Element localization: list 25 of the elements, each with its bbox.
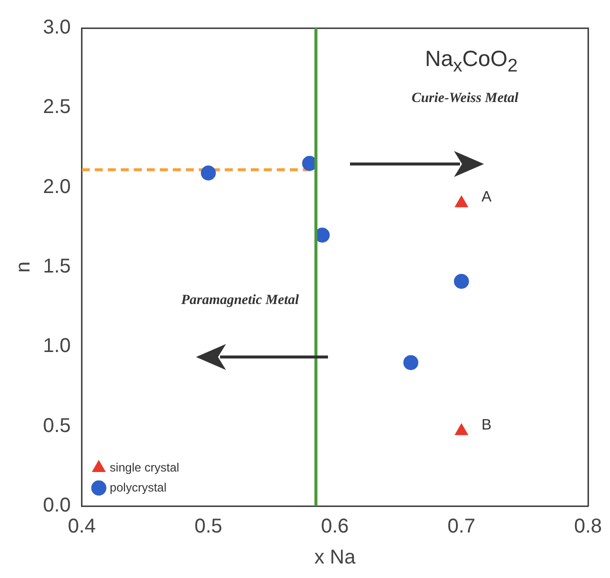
legend-label: single crystal (110, 460, 180, 474)
y-axis-title: n (12, 261, 35, 273)
point (200, 165, 216, 180)
x-tick-label: 0.6 (320, 516, 349, 538)
annotation: Paramagnetic Metal (180, 292, 300, 310)
annotation: Na$_{x}$CoO$_{2}$ (425, 46, 519, 76)
y-tick-label: 0.5 (42, 414, 71, 437)
y-tick-label: 2.5 (42, 96, 71, 118)
x-tick-label: 0.5 (194, 516, 222, 538)
x-axis-title: x Na (314, 546, 356, 569)
x-tick-label: 0.7 (448, 516, 476, 538)
x-tick-label: 0.8 (574, 516, 602, 538)
legend-label: polycrystal (110, 480, 166, 494)
annotation: Curie-Weiss Metal (410, 90, 520, 108)
y-tick-label: 1.0 (42, 335, 71, 358)
y-tick-label: 2.0 (42, 176, 71, 198)
y-tick-label: 0.0 (42, 494, 71, 517)
point (454, 274, 469, 289)
annotation: B (481, 416, 492, 434)
point (454, 424, 468, 436)
annotation: A (481, 188, 492, 206)
point (403, 355, 418, 370)
y-tick-label: 1.5 (42, 256, 71, 278)
x-tick-label: 0.4 (68, 516, 96, 538)
y-tick-label: 3.0 (42, 16, 71, 39)
